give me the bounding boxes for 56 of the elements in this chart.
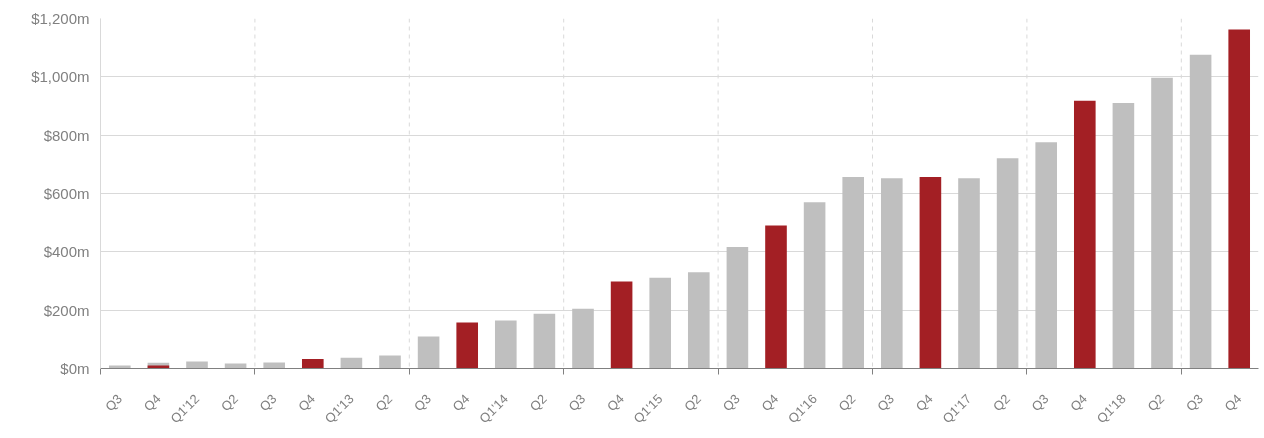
x-tick-label: Q2 [218,391,241,415]
x-tick-label: Q4 [912,391,936,415]
x-tick-label: Q3 [565,391,589,415]
bar [572,308,594,369]
y-tick-label: $400m [43,243,90,261]
x-tick-label: Q4 [604,391,627,415]
bar [1035,142,1058,369]
y-tick-label: $800m [43,126,90,144]
bar [301,358,324,369]
x-tick-label: Q3 [719,391,743,415]
bar [1189,54,1212,369]
x-tick-label: Q2 [372,391,396,415]
x-tick-label: Q2 [1144,391,1168,415]
x-tick-label: Q3 [411,391,434,415]
bar [379,355,401,369]
bar [417,336,440,369]
bar [726,246,749,369]
bar [456,322,479,369]
bar [687,272,710,369]
y-tick-label: $0m [60,360,90,377]
bar [610,281,633,369]
y-tick-label: $200m [43,301,90,319]
x-tick-label: Q4 [295,391,319,415]
bar [1112,103,1135,369]
bar [803,202,826,369]
bar [340,357,363,369]
bar [919,176,942,369]
x-tick-label: Q2 [990,391,1013,415]
bar [494,320,517,369]
x-tick-label: Q3 [1183,391,1206,415]
x-tick-label: Q4 [140,391,164,415]
bar [1228,29,1251,369]
bar [880,178,903,369]
x-tick-label: Q3 [874,391,898,415]
y-tick-label: $600m [43,185,90,202]
x-tick-label: Q3 [102,391,126,415]
bar [996,158,1019,369]
bar [533,313,556,369]
bar [958,178,980,369]
bar [1151,77,1173,369]
x-tick-label: Q2 [681,391,705,415]
bar [842,176,865,369]
y-tick-label: $1,000m [31,68,90,86]
y-tick-label: $1,200m [31,10,90,27]
x-tick-label: Q4 [1221,391,1245,415]
x-tick-label: Q4 [758,391,782,415]
x-tick-label: Q2 [526,391,550,415]
x-tick-label: Q4 [1067,391,1091,415]
x-tick-label: Q3 [256,391,280,415]
bar [263,362,286,369]
x-tick-label: Q2 [835,391,859,415]
bar [765,225,787,369]
x-tick-label: Q4 [449,391,473,415]
x-tick-label: Q3 [1028,391,1052,415]
bar [1073,100,1096,369]
bar [649,277,672,369]
